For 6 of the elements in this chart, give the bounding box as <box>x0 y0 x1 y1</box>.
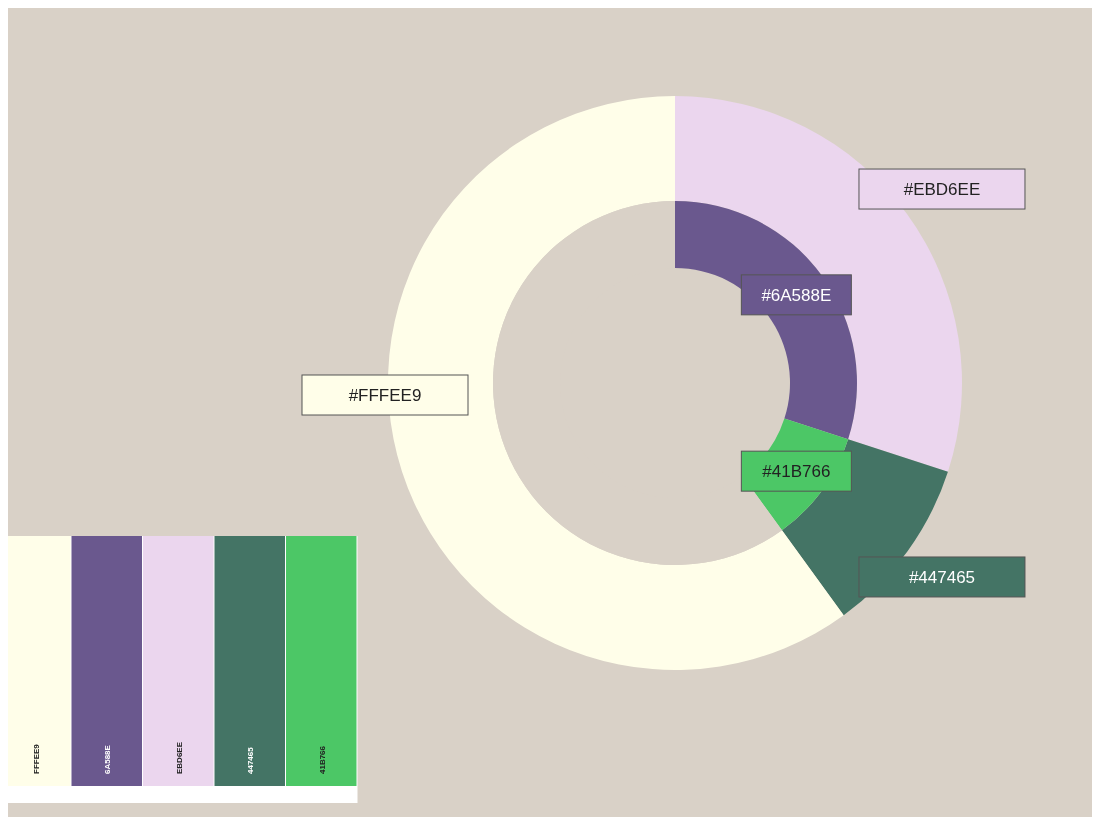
slice-label: #FFFEE9 <box>348 386 422 405</box>
slice-label: #EBD6EE <box>903 180 981 200</box>
slice-label: #41B766 <box>762 462 831 482</box>
slice-label: #6A588E <box>761 285 832 305</box>
slice-label: #447465 <box>908 567 976 587</box>
palette-swatches: FFFEE9 6A588E EBD6EE 447465 41B766 <box>8 536 358 803</box>
